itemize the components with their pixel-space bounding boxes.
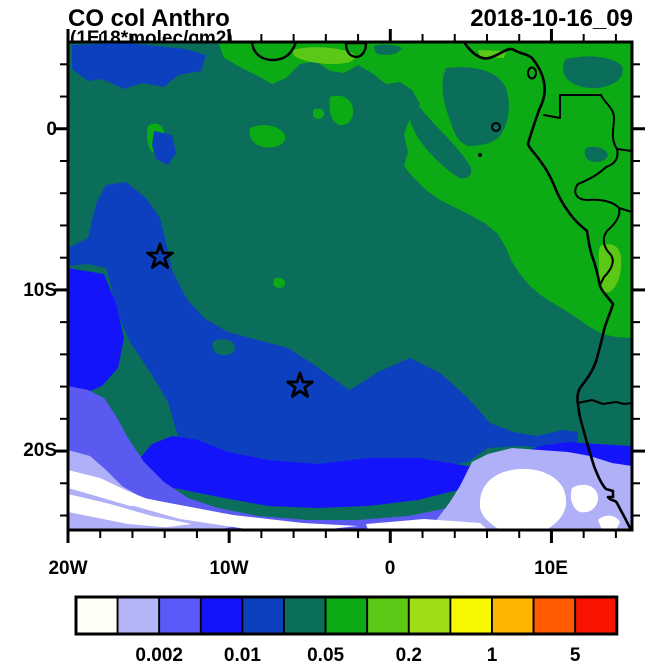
colorbar-swatch-11 — [532, 596, 577, 635]
colorbar-label-1: 1 — [487, 645, 498, 666]
st-helena-star-marker — [286, 371, 314, 398]
timestamp-label: 2018-10-16_09 — [470, 5, 633, 32]
colorbar-swatches — [75, 596, 618, 635]
x-axis-label-0: 0 — [385, 558, 396, 579]
contour-region-violet — [68, 386, 508, 530]
contour-region-blue-left-strip — [68, 268, 124, 394]
contour-region-green-blob-2 — [249, 125, 286, 148]
x-axis-label-10w: 10W — [209, 558, 248, 579]
colorbar-frame — [74, 595, 619, 636]
colorbar-swatch-4 — [241, 596, 285, 635]
y-axis-label-10s: 10S — [23, 280, 57, 301]
map-panel — [55, 29, 645, 543]
sao-tome-island-outline — [491, 122, 501, 132]
colorbar-swatch-0 — [75, 596, 119, 635]
colorbar-swatch-7 — [366, 596, 410, 635]
colorbar-label-001: 0.01 — [224, 645, 261, 666]
y-axis-label-0: 0 — [46, 119, 57, 140]
contour-region-white-blob — [479, 468, 567, 530]
colorbar-label-005: 0.05 — [307, 645, 344, 666]
contour-region-green-blob-3 — [313, 108, 325, 119]
colorbar-swatch-3 — [199, 596, 244, 635]
country-border-cameroon-gabon — [543, 94, 602, 119]
contour-region-green-dot — [273, 277, 286, 288]
colorbar: 0.002 0.01 0.05 0.2 1 5 — [74, 595, 619, 666]
colorbar-swatch-6 — [324, 596, 369, 635]
africa-west-coastline — [462, 42, 632, 530]
ascension-island-star-marker — [146, 242, 174, 269]
contour-region-white-strip-center — [366, 519, 488, 530]
contour-region-white-streak-3 — [96, 490, 358, 530]
colorbar-swatch-1 — [116, 596, 161, 635]
contour-region-darkblue-main — [68, 182, 578, 480]
x-axis-label-10e: 10E — [534, 558, 568, 579]
gulf-of-guinea-coast-arc-2 — [344, 42, 368, 59]
colorbar-swatch-10 — [491, 596, 535, 635]
contour-region-white-patch-se1 — [570, 484, 599, 513]
contour-region-white-patch-se2 — [598, 515, 620, 530]
contour-region-darkblue-spot — [152, 131, 176, 165]
contour-region-green-main — [218, 42, 632, 338]
colorbar-label-0002: 0.002 — [135, 645, 183, 666]
annobon-island-dot — [478, 153, 482, 157]
map-frame — [66, 40, 634, 532]
axis-ticks — [55, 29, 645, 543]
contour-region-teal-spot-coast — [584, 146, 608, 163]
bioko-island-outline — [527, 66, 537, 80]
colorbar-swatch-2 — [158, 596, 202, 635]
colorbar-label-5: 5 — [570, 645, 581, 666]
contour-region-teal-corridor — [408, 98, 472, 179]
contour-region-lavender-corner — [68, 512, 198, 530]
y-axis-label-20s: 20S — [23, 440, 57, 461]
country-border-to-edge-1 — [616, 148, 632, 152]
contour-region-green-blob-1 — [329, 95, 354, 126]
page-title: CO col Anthro — [68, 5, 230, 32]
contour-region-lightgreen-top — [292, 47, 355, 65]
gulf-of-guinea-coast-arc-1 — [250, 42, 298, 62]
contour-region-teal-speck — [212, 339, 235, 356]
contour-region-teal-notch-top — [374, 44, 402, 55]
colorbar-label-02: 0.2 — [396, 645, 422, 666]
country-border-to-edge-2 — [618, 207, 632, 213]
colorbar-swatch-8 — [407, 596, 452, 635]
contour-region-blue-band — [128, 436, 632, 508]
country-border-gabon-congo-drc — [574, 94, 621, 286]
contour-region-darkblue-topleft — [72, 43, 206, 89]
country-border-angola-namibia — [577, 399, 632, 405]
colorbar-swatch-5 — [283, 596, 327, 635]
x-axis-label-20w: 20W — [48, 558, 87, 579]
colorbar-swatch-9 — [449, 596, 493, 635]
contour-region-lightgreen-top2 — [478, 50, 506, 58]
colorbar-swatch-12 — [574, 596, 618, 635]
contour-region-teal-topright — [563, 56, 623, 89]
